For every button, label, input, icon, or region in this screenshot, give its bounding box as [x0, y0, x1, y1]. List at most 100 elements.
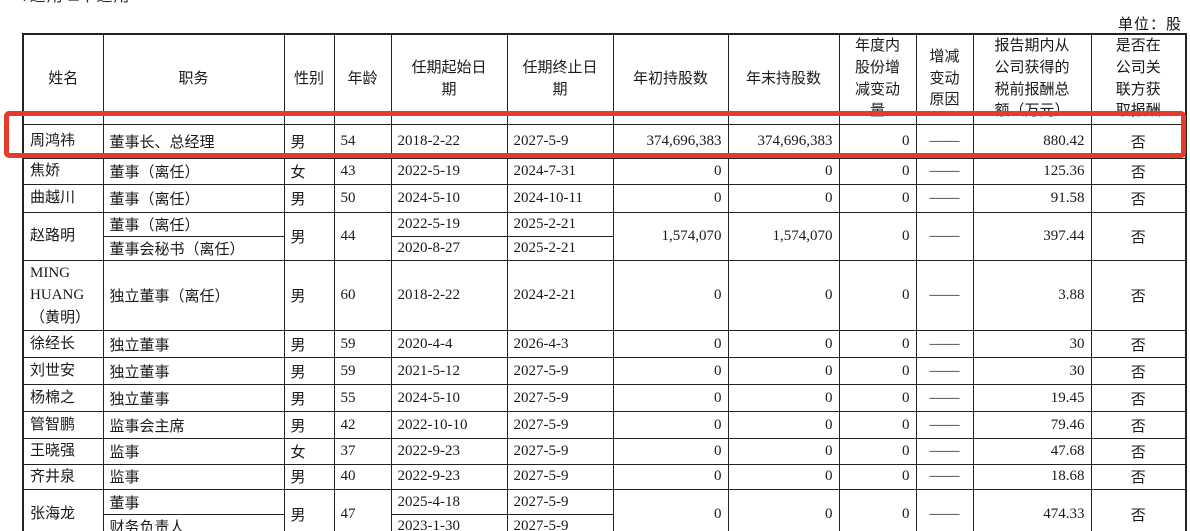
related-party-cell: 否 — [1090, 330, 1187, 358]
compensation-cell: 3.88 — [972, 259, 1092, 331]
share-change-cell: 0 — [838, 438, 917, 465]
share-change-cell: 0 — [838, 124, 917, 159]
shares-begin-cell: 1,574,070 — [612, 211, 729, 261]
change-reason-cell: —— — [915, 463, 974, 490]
table-row: 徐经长 独立董事男 59 2020-4-4 2026-4-3 0 0 0 —— 30 否 — [22, 330, 1187, 358]
term-start-cell: 2018-2-22 — [390, 124, 508, 159]
name-cell: 周鸿祎 — [22, 124, 104, 159]
name-cell: 焦娇 — [22, 158, 104, 185]
name-cell: 赵路明 — [22, 211, 104, 261]
compensation-cell: 91.58 — [972, 183, 1092, 213]
executives-compensation-table: 姓名 职务 性别 年龄 任期起始日 期任期终止日 期年初持股数 年末持股数 年度内 股份增 … — [22, 33, 1187, 531]
term-end-cell: 2025-2-21 — [506, 235, 614, 261]
compensation-cell: 19.45 — [972, 384, 1092, 412]
related-party-cell: 否 — [1090, 158, 1187, 185]
shares-end-cell: 0 — [727, 411, 840, 439]
age-cell: 47 — [333, 489, 392, 531]
share-change-cell: 0 — [838, 489, 917, 531]
name-cell: 王晓强 — [22, 438, 104, 465]
age-cell: 50 — [333, 183, 392, 213]
shares-end-cell: 0 — [727, 438, 840, 465]
related-party-cell: 否 — [1090, 183, 1187, 213]
gender-cell: 男 — [283, 124, 335, 159]
shares-end-cell: 0 — [727, 489, 840, 531]
term-start-cell: 2025-4-18 — [390, 489, 508, 515]
position-cell: 独立董事 — [102, 330, 285, 358]
shares-end-cell: 0 — [727, 183, 840, 213]
term-start-cell: 2024-5-10 — [390, 183, 508, 213]
column-header: 职务 — [102, 33, 285, 125]
shares-begin-cell: 0 — [612, 259, 729, 331]
table-row: 周鸿祎 董事长、总经理男 54 2018-2-22 2027-5-9 374,696,38… — [22, 124, 1187, 159]
term-end-cell: 2024-2-21 — [506, 259, 614, 331]
term-end-cell: 2025-2-21 — [506, 211, 614, 237]
name-cell: 徐经长 — [22, 330, 104, 358]
term-end-cell: 2027-5-9 — [506, 384, 614, 412]
column-header: 年末持股数 — [727, 33, 840, 125]
table-row: 曲越川 董事（离任）男 50 2024-5-10 2024-10-11 0 0 0 —— 91.5… — [22, 183, 1187, 213]
age-cell: 54 — [333, 124, 392, 159]
related-party-cell: 否 — [1090, 211, 1187, 261]
column-header: 任期起始日 期 — [390, 33, 508, 125]
change-reason-cell: —— — [915, 411, 974, 439]
term-start-cell: 2020-8-27 — [390, 235, 508, 261]
table-row: 财务负责人 2023-1-30 2027-5-9 — [23, 514, 1186, 531]
shares-begin-cell: 0 — [612, 183, 729, 213]
table-row: 王晓强 监事女 37 2022-9-23 2027-5-9 0 0 0 —— 47.68 否 — [22, 438, 1187, 465]
position-cell: 董事长、总经理 — [102, 124, 285, 159]
table-row: 焦娇 董事（离任）女 43 2022-5-19 2024-7-31 0 0 0 —— 125.36… — [22, 158, 1187, 185]
term-end-cell: 2027-5-9 — [506, 514, 614, 531]
shares-begin-cell: 0 — [612, 489, 729, 531]
term-start-cell: 2022-9-23 — [390, 463, 508, 490]
compensation-cell: 30 — [972, 330, 1092, 358]
term-end-cell: 2026-4-3 — [506, 330, 614, 358]
age-cell: 37 — [333, 438, 392, 465]
name-cell: 刘世安 — [22, 357, 104, 385]
shares-begin-cell: 0 — [612, 411, 729, 439]
term-end-cell: 2024-7-31 — [506, 158, 614, 185]
position-cell: 独立董事 — [102, 357, 285, 385]
position-cell: 董事（离任） — [102, 211, 285, 237]
age-cell: 59 — [333, 330, 392, 358]
age-cell: 42 — [333, 411, 392, 439]
related-party-cell: 否 — [1090, 411, 1187, 439]
change-reason-cell: —— — [915, 489, 974, 531]
shares-begin-cell: 374,696,383 — [612, 124, 729, 159]
share-change-cell: 0 — [838, 183, 917, 213]
position-cell: 财务负责人 — [102, 514, 285, 531]
table-header-row: 姓名 职务 性别 年龄 任期起始日 期任期终止日 期年初持股数 年末持股数 年度内 股份增 … — [22, 33, 1187, 125]
change-reason-cell: —— — [915, 183, 974, 213]
change-reason-cell: —— — [915, 259, 974, 331]
change-reason-cell: —— — [915, 330, 974, 358]
compensation-cell: 47.68 — [972, 438, 1092, 465]
compensation-cell: 125.36 — [972, 158, 1092, 185]
column-header: 任期终止日 期 — [506, 33, 614, 125]
share-change-cell: 0 — [838, 463, 917, 490]
gender-cell: 男 — [283, 330, 335, 358]
share-change-cell: 0 — [838, 384, 917, 412]
related-party-cell: 否 — [1090, 384, 1187, 412]
shares-begin-cell: 0 — [612, 438, 729, 465]
gender-cell: 男 — [283, 411, 335, 439]
term-end-cell: 2027-5-9 — [506, 489, 614, 515]
gender-cell: 男 — [283, 357, 335, 385]
change-reason-cell: —— — [915, 211, 974, 261]
age-cell: 59 — [333, 357, 392, 385]
name-cell: 杨棉之 — [22, 384, 104, 412]
position-cell: 董事 — [102, 489, 285, 515]
shares-begin-cell: 0 — [612, 357, 729, 385]
name-cell: 管智鹏 — [22, 411, 104, 439]
shares-begin-cell: 0 — [612, 330, 729, 358]
term-start-cell: 2020-4-4 — [390, 330, 508, 358]
term-start-cell: 2022-9-23 — [390, 438, 508, 465]
shares-begin-cell: 0 — [612, 463, 729, 490]
position-cell: 监事 — [102, 463, 285, 490]
shares-end-cell: 0 — [727, 384, 840, 412]
gender-cell: 女 — [283, 158, 335, 185]
age-cell: 60 — [333, 259, 392, 331]
gender-cell: 女 — [283, 438, 335, 465]
position-cell: 监事 — [102, 438, 285, 465]
share-change-cell: 0 — [838, 259, 917, 331]
term-end-cell: 2027-5-9 — [506, 124, 614, 159]
related-party-cell: 否 — [1090, 124, 1187, 159]
